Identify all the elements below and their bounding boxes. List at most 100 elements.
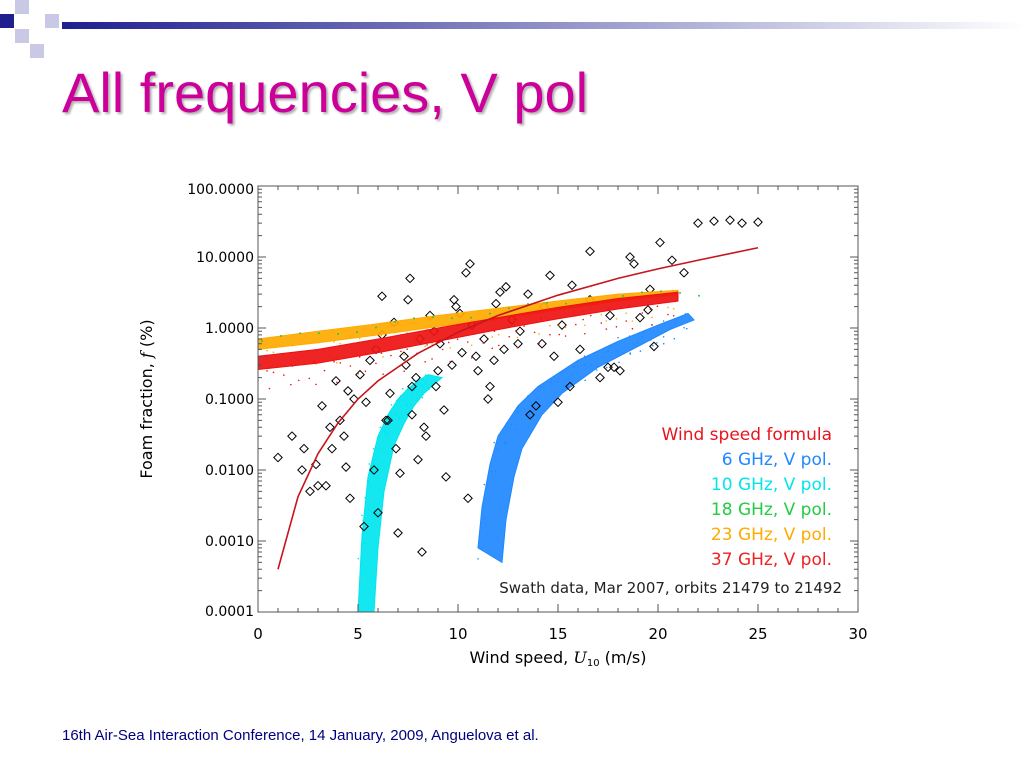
ghz23-speck: [313, 340, 315, 343]
data-point-diamond: [373, 507, 383, 518]
data-point-diamond: [501, 281, 511, 292]
ghz10-series: [357, 374, 444, 612]
ghz37-speck: [441, 348, 444, 351]
data-point-diamond: [317, 400, 327, 411]
ghz18-speck: [375, 326, 377, 329]
chart-annotation: Swath data, Mar 2007, orbits 21479 to 21…: [499, 579, 842, 597]
ghz37-series: [258, 291, 679, 390]
ghz10-speck: [410, 403, 412, 406]
ghz10-speck: [427, 388, 430, 391]
ghz6-speck: [618, 361, 620, 364]
legend-entry: 18 GHz, V pol.: [711, 500, 832, 520]
ghz10-speck: [395, 414, 397, 416]
ghz10-speck: [413, 389, 416, 391]
data-point-diamond: [403, 294, 413, 305]
ghz37-speck: [493, 330, 496, 333]
ghz23-speck: [449, 346, 452, 349]
ghz10-speck: [427, 387, 429, 389]
ghz37-speck: [491, 347, 494, 350]
data-point-diamond: [461, 267, 471, 278]
data-point-diamond: [313, 480, 323, 491]
ghz6-speck: [550, 381, 552, 384]
data-point-diamond: [449, 294, 459, 305]
legend-entry: 10 GHz, V pol.: [711, 475, 832, 495]
ghz37-speck: [308, 377, 311, 380]
data-point-diamond: [359, 521, 369, 532]
ghz6-speck: [673, 337, 676, 340]
ghz10-speck: [421, 392, 423, 394]
data-point-diamond: [355, 369, 365, 380]
data-point-diamond: [341, 462, 351, 472]
ghz37-speck: [649, 308, 652, 310]
ghz6-speck: [662, 342, 665, 345]
ghz37-speck: [656, 305, 659, 308]
data-point-diamond: [479, 334, 489, 344]
ghz6-speck: [516, 406, 519, 409]
ghz10-speck: [387, 437, 390, 439]
ghz6-speck: [550, 377, 552, 380]
data-point-diamond: [473, 365, 483, 376]
y-tick-label: 100.0000: [187, 182, 254, 198]
data-point-diamond: [649, 341, 659, 352]
ghz18-speck: [413, 317, 415, 320]
ghz10-speck: [362, 519, 365, 522]
data-point-diamond: [431, 381, 441, 392]
data-point-diamond: [457, 347, 467, 358]
ghz18-speck: [641, 291, 643, 294]
ghz37-speck: [364, 370, 367, 372]
ghz6-speck: [639, 350, 642, 352]
y-axis-label-part: (%): [137, 319, 156, 352]
corner-decoration: [0, 0, 1024, 58]
data-point-diamond: [405, 273, 415, 284]
ghz37-speck: [403, 370, 406, 372]
ghz37-speck: [297, 379, 300, 382]
ghz6-speck: [510, 423, 512, 426]
data-point-diamond: [451, 301, 461, 312]
ghz10-speck: [400, 405, 403, 408]
data-point-diamond: [327, 443, 337, 454]
ghz6-series: [477, 312, 695, 564]
ghz10-speck: [364, 542, 367, 545]
ghz37-speck: [272, 371, 275, 374]
ghz37-speck: [561, 317, 563, 319]
data-point-diamond: [439, 405, 449, 415]
data-point-diamond: [343, 386, 353, 396]
slide-footer: 16th Air-Sea Interaction Conference, 14 …: [62, 727, 539, 744]
data-point-diamond: [585, 246, 595, 257]
plot-area: [258, 215, 763, 612]
ghz18-speck: [432, 316, 434, 319]
decoration-square: [45, 14, 59, 28]
ghz6-speck: [490, 471, 493, 473]
ghz37-speck: [674, 300, 677, 303]
ghz6-speck: [528, 413, 531, 416]
ghz10-speck: [404, 412, 407, 414]
data-point-diamond: [463, 493, 473, 504]
data-point-diamond: [321, 480, 331, 491]
ghz6-speck: [483, 518, 485, 520]
data-point-diamond: [643, 304, 653, 315]
ghz6-speck: [562, 388, 564, 391]
ghz37-speck: [290, 383, 292, 386]
ghz37-speck: [406, 348, 408, 350]
ghz37-speck: [283, 374, 285, 376]
data-point-diamond: [383, 415, 393, 426]
data-point-diamond: [575, 344, 585, 355]
x-axis-label: Wind speed, U10 (m/s): [470, 648, 647, 669]
y-axis-label-part: f: [137, 349, 156, 359]
ghz10-speck: [394, 412, 397, 415]
ghz23-speck: [339, 342, 342, 345]
ghz37-speck: [349, 365, 352, 367]
ghz6-speck: [550, 400, 552, 403]
data-point-diamond: [361, 397, 371, 408]
ghz18-speck: [261, 340, 263, 343]
ghz10-speck: [373, 463, 376, 465]
ghz18-speck: [337, 332, 339, 335]
data-point-diamond: [273, 452, 283, 463]
legend-entry: 6 GHz, V pol.: [722, 450, 832, 470]
ghz10-speck: [358, 592, 361, 595]
ghz37-speck: [473, 333, 475, 335]
data-point-diamond: [377, 291, 387, 302]
slide-title: All frequencies, V pol: [62, 61, 589, 124]
data-point-diamond: [413, 454, 423, 465]
ghz37-speck: [357, 372, 359, 375]
